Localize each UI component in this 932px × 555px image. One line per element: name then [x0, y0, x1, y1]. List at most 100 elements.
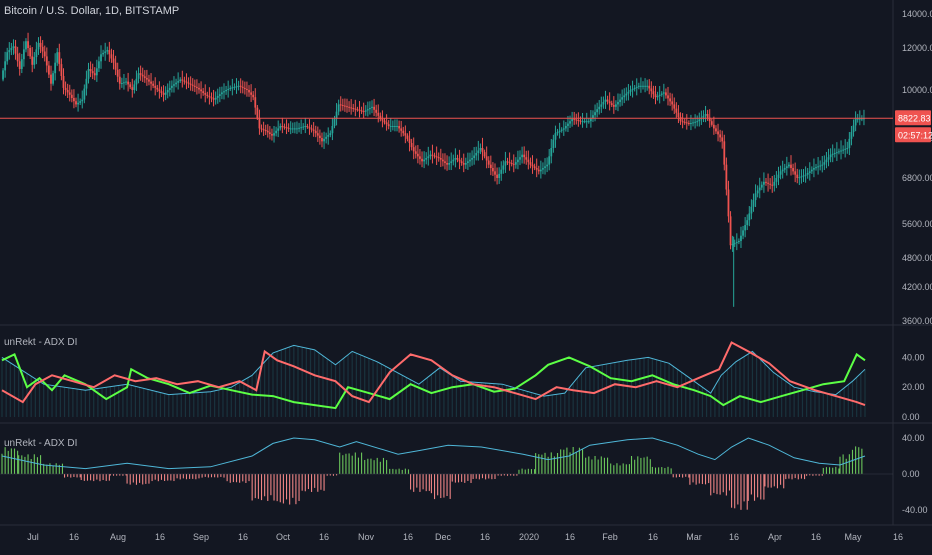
candle-body — [792, 168, 794, 172]
candle-body — [327, 135, 330, 137]
price-axis-tick: 12000.00 — [902, 43, 932, 53]
candle-body — [827, 157, 830, 160]
candle-body — [229, 87, 232, 89]
candle-body — [769, 183, 772, 185]
candle-body — [394, 126, 396, 127]
candle-body — [806, 173, 809, 175]
candle-body — [31, 56, 34, 65]
candle-body — [4, 61, 7, 71]
price-axis-tick: 4200.00 — [902, 282, 932, 292]
candle-body — [781, 169, 784, 172]
candle-body — [175, 82, 177, 85]
candle-body — [83, 88, 86, 100]
candle-body — [804, 174, 807, 176]
candle-body — [248, 90, 250, 93]
candle-body — [14, 46, 17, 54]
candle-body — [383, 120, 386, 123]
candle-body — [16, 53, 19, 62]
candle-body — [719, 134, 722, 138]
x-axis-tick: Apr — [768, 532, 782, 542]
candle-body — [156, 87, 159, 90]
candle-body — [95, 68, 98, 76]
candle-body — [529, 162, 532, 165]
candle-body — [552, 139, 555, 148]
candle-body — [533, 166, 536, 168]
x-axis-tick: 16 — [729, 532, 739, 542]
candle-body — [573, 118, 576, 120]
candle-body — [379, 115, 382, 119]
candle-body — [183, 80, 186, 82]
candle-body — [690, 123, 692, 124]
candle-body — [450, 161, 453, 163]
candle-body — [560, 129, 563, 131]
candle-body — [773, 181, 776, 186]
candle-body — [594, 112, 596, 116]
candle-body — [652, 91, 655, 95]
candle-body — [506, 161, 509, 163]
candle-body — [579, 120, 582, 122]
candle-body — [544, 166, 546, 168]
candle-body — [129, 84, 132, 88]
candle-body — [829, 154, 832, 158]
candle-body — [535, 168, 538, 170]
candle-body — [160, 91, 163, 93]
candle-body — [302, 126, 305, 128]
candle-body — [667, 95, 669, 99]
candle-body — [760, 184, 763, 188]
candle-body — [208, 96, 211, 98]
candle-body — [387, 124, 390, 126]
candle-body — [100, 54, 102, 62]
candle-body — [796, 174, 799, 178]
candle-body — [196, 86, 198, 88]
candle-body — [813, 168, 815, 170]
candle-body — [627, 91, 630, 94]
candle-body — [400, 128, 403, 131]
candle-body — [419, 156, 421, 159]
x-axis-tick: Mar — [686, 532, 702, 542]
candle-body — [10, 48, 13, 51]
candle-body — [564, 126, 567, 129]
price-axis-tick: 5600.00 — [902, 219, 932, 229]
candle-body — [279, 126, 282, 129]
candle-body — [150, 81, 152, 84]
candle-body — [527, 159, 530, 163]
candle-body — [314, 130, 317, 134]
candle-body — [158, 89, 161, 92]
candle-body — [406, 135, 409, 139]
candle-body — [598, 106, 601, 110]
candle-body — [762, 181, 765, 185]
candle-body — [193, 85, 196, 87]
candle-body — [439, 158, 442, 160]
candle-body — [212, 98, 215, 100]
candle-body — [89, 69, 92, 72]
candle-body — [341, 105, 344, 106]
candle-body — [800, 176, 803, 178]
candle-body — [485, 156, 488, 161]
candle-body — [715, 128, 717, 132]
candle-body — [785, 166, 788, 168]
candle-body — [210, 97, 213, 99]
candle-body — [817, 166, 819, 168]
candle-body — [27, 41, 29, 48]
candle-body — [735, 242, 738, 244]
candle-body — [177, 81, 180, 83]
candle-body — [452, 159, 455, 162]
candle-body — [398, 126, 401, 129]
candle-body — [473, 155, 476, 158]
candle-body — [335, 111, 338, 119]
x-axis-tick: 16 — [69, 532, 79, 542]
candle-body — [531, 164, 534, 167]
candle-body — [373, 106, 375, 110]
price-axis-tick: 14000.00 — [902, 9, 932, 19]
candle-body — [227, 88, 230, 90]
price-axis-tick: 10000.00 — [902, 85, 932, 95]
candle-body — [721, 137, 724, 142]
candle-body — [98, 61, 100, 69]
candle-body — [252, 94, 255, 98]
candle-body — [856, 118, 859, 120]
candle-body — [181, 79, 184, 81]
candle-body — [262, 129, 265, 131]
candle-body — [635, 86, 638, 88]
candle-body — [112, 58, 115, 63]
